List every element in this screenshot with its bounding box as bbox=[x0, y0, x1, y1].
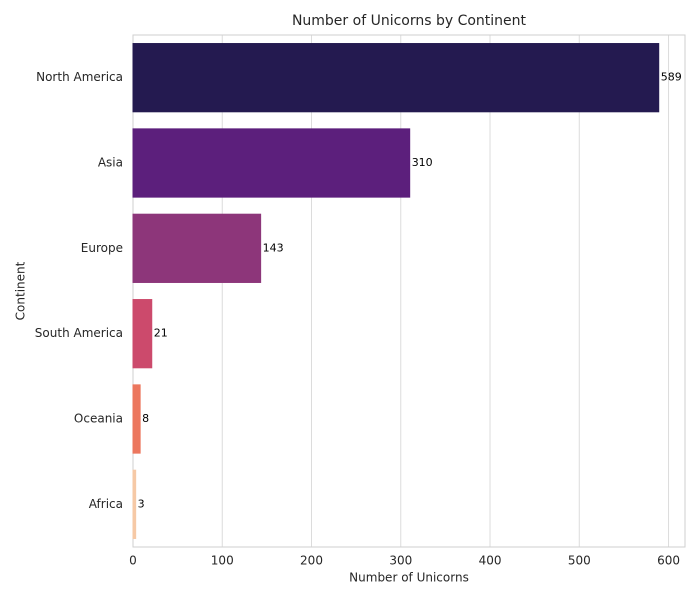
x-tick-label: 100 bbox=[211, 554, 234, 568]
bar bbox=[132, 469, 137, 539]
x-axis-label: Number of Unicorns bbox=[349, 571, 469, 585]
data-label: 143 bbox=[263, 241, 284, 254]
x-tick-label: 200 bbox=[300, 554, 323, 568]
bar bbox=[132, 128, 411, 198]
bar bbox=[132, 299, 153, 369]
y-tick-label: Africa bbox=[89, 497, 123, 511]
x-tick-label: 600 bbox=[657, 554, 680, 568]
y-tick-label: Asia bbox=[98, 156, 123, 170]
x-tick-label: 500 bbox=[568, 554, 591, 568]
y-tick-label: Oceania bbox=[74, 412, 123, 426]
data-label: 589 bbox=[661, 71, 682, 84]
data-label: 3 bbox=[138, 497, 145, 510]
bar bbox=[132, 213, 262, 283]
y-tick-label: North America bbox=[36, 70, 123, 84]
chart-title: Number of Unicorns by Continent bbox=[292, 13, 527, 29]
x-tick-label: 300 bbox=[389, 554, 412, 568]
y-axis-label: Continent bbox=[14, 261, 28, 320]
data-label: 21 bbox=[154, 327, 168, 340]
x-tick-label: 0 bbox=[129, 554, 137, 568]
bar bbox=[132, 384, 141, 454]
x-tick-label: 400 bbox=[479, 554, 502, 568]
y-tick-label: Europe bbox=[81, 241, 123, 255]
y-tick-label: South America bbox=[35, 326, 123, 340]
data-label: 310 bbox=[412, 156, 433, 169]
bar bbox=[132, 43, 660, 113]
plot-frame bbox=[132, 34, 686, 548]
data-label: 8 bbox=[142, 412, 149, 425]
